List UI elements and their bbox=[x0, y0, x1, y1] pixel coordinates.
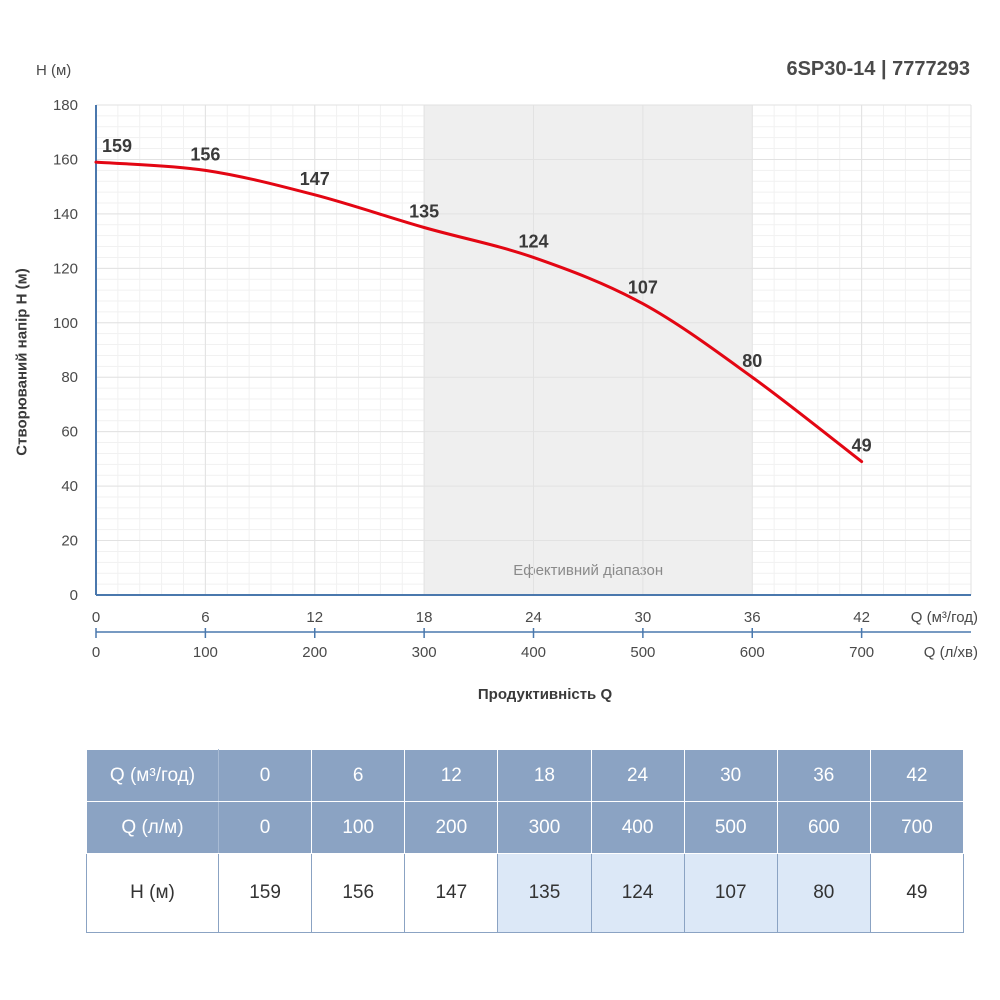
row-header-q-m3h: Q (м³/год) bbox=[86, 749, 219, 802]
table-cell-q-lm: 500 bbox=[683, 801, 778, 854]
performance-table: Q (м³/год) 0 6 12 18 24 30 36 42 Q (л/м) 0 100 20… bbox=[86, 749, 965, 933]
data-label: 80 bbox=[742, 351, 762, 371]
data-label: 159 bbox=[102, 136, 132, 156]
data-label: 124 bbox=[518, 231, 548, 251]
x-secondary-tick-label: 400 bbox=[521, 644, 546, 661]
data-label: 135 bbox=[409, 202, 439, 222]
table-cell-q-lm: 200 bbox=[404, 801, 499, 854]
table-cell-q-lm: 100 bbox=[311, 801, 406, 854]
table-cell-h: 147 bbox=[404, 853, 499, 933]
x-tick-label: 6 bbox=[201, 609, 209, 626]
table-row-q-lm: Q (л/м) 0 100 200 300 400 500 600 700 bbox=[86, 801, 965, 854]
table-cell-q-m3h: 18 bbox=[497, 749, 592, 802]
row-header-q-lm: Q (л/м) bbox=[86, 801, 219, 854]
y-tick-label: 140 bbox=[53, 206, 78, 223]
table-cell-h: 159 bbox=[217, 853, 313, 933]
x-tick-label: 18 bbox=[416, 609, 433, 626]
data-label: 49 bbox=[852, 436, 872, 456]
data-label: 107 bbox=[628, 278, 658, 298]
y-tick-label: 100 bbox=[53, 315, 78, 332]
table-cell-h: 49 bbox=[869, 853, 965, 933]
head-curve-line bbox=[94, 160, 864, 464]
y-tick-label: 20 bbox=[61, 533, 78, 550]
table-cell-h: 156 bbox=[311, 853, 406, 933]
table-cell-q-m3h: 6 bbox=[311, 749, 406, 802]
model-title: 6SP30-14 | 7777293 bbox=[786, 58, 970, 80]
y-unit-label: H (м) bbox=[36, 62, 72, 79]
pump-curve bbox=[94, 160, 864, 464]
y-tick-label: 0 bbox=[70, 587, 78, 604]
y-tick-label: 160 bbox=[53, 151, 78, 168]
x-tick-label: 0 bbox=[92, 609, 100, 626]
efficient-range-band: Ефективний діапазон bbox=[424, 105, 753, 595]
y-tick-label: 180 bbox=[53, 97, 78, 114]
table-cell-q-m3h: 42 bbox=[869, 749, 965, 802]
table-cell-h: 107 bbox=[683, 853, 778, 933]
table-cell-q-lm: 600 bbox=[776, 801, 871, 854]
table-cell-q-m3h: 36 bbox=[776, 749, 871, 802]
table-cell-q-lm: 300 bbox=[497, 801, 592, 854]
table-row-h: H (м) 159 156 147 135 124 107 80 49 bbox=[86, 853, 965, 933]
table-cell-q-lm: 700 bbox=[869, 801, 965, 854]
efficient-range-rect bbox=[424, 105, 753, 595]
x-secondary-tick-label: 500 bbox=[630, 644, 655, 661]
x-tick-label: 12 bbox=[306, 609, 323, 626]
y-axis-title: Створюваний напір H (м) bbox=[13, 268, 31, 456]
data-label: 156 bbox=[190, 144, 220, 164]
x-tick-label: 36 bbox=[744, 609, 761, 626]
table-cell-q-lm: 400 bbox=[590, 801, 685, 854]
y-tick-label: 120 bbox=[53, 260, 78, 277]
table-row-q-m3h: Q (м³/год) 0 6 12 18 24 30 36 42 bbox=[86, 749, 965, 802]
table-cell-q-lm: 0 bbox=[217, 801, 313, 854]
x-tick-label: 24 bbox=[525, 609, 542, 626]
table-cell-h: 135 bbox=[497, 853, 592, 933]
x-secondary-tick-label: 200 bbox=[302, 644, 327, 661]
table-cell-h: 80 bbox=[776, 853, 871, 933]
x-secondary-tick-label: 600 bbox=[740, 644, 765, 661]
y-tick-labels: 0 20 40 60 80 100 120 140 160 180 bbox=[53, 97, 78, 604]
data-label: 147 bbox=[300, 169, 330, 189]
table-cell-q-m3h: 30 bbox=[683, 749, 778, 802]
y-tick-label: 40 bbox=[61, 478, 78, 495]
x-secondary-tick-label: 300 bbox=[412, 644, 437, 661]
x-tick-label: 30 bbox=[635, 609, 652, 626]
x-tick-label: 42 bbox=[853, 609, 870, 626]
y-tick-label: 60 bbox=[61, 424, 78, 441]
data-labels: 159 156 147 135 124 107 80 49 bbox=[102, 136, 872, 455]
table-cell-q-m3h: 24 bbox=[590, 749, 685, 802]
x-unit-primary: Q (м³/год) bbox=[911, 609, 978, 626]
x-secondary-tick-label: 0 bbox=[92, 644, 100, 661]
table-cell-q-m3h: 12 bbox=[404, 749, 499, 802]
x-tick-labels: 0 0 6 100 12 200 18 300 24 400 30 500 36 600 42 700 Q (м… bbox=[92, 609, 978, 661]
efficient-range-label: Ефективний діапазон bbox=[513, 562, 663, 579]
pump-curve-chart: Ефективний діапазон 02040608010012014016… bbox=[53, 97, 978, 661]
y-tick-label: 80 bbox=[61, 369, 78, 386]
row-header-h: H (м) bbox=[86, 853, 219, 933]
x-axis-title: Продуктивність Q bbox=[477, 686, 613, 703]
table-cell-h: 124 bbox=[590, 853, 685, 933]
x-secondary-tick-label: 100 bbox=[193, 644, 218, 661]
table-cell-q-m3h: 0 bbox=[217, 749, 313, 802]
x-unit-secondary: Q (л/хв) bbox=[924, 644, 978, 661]
x-secondary-tick-label: 700 bbox=[849, 644, 874, 661]
